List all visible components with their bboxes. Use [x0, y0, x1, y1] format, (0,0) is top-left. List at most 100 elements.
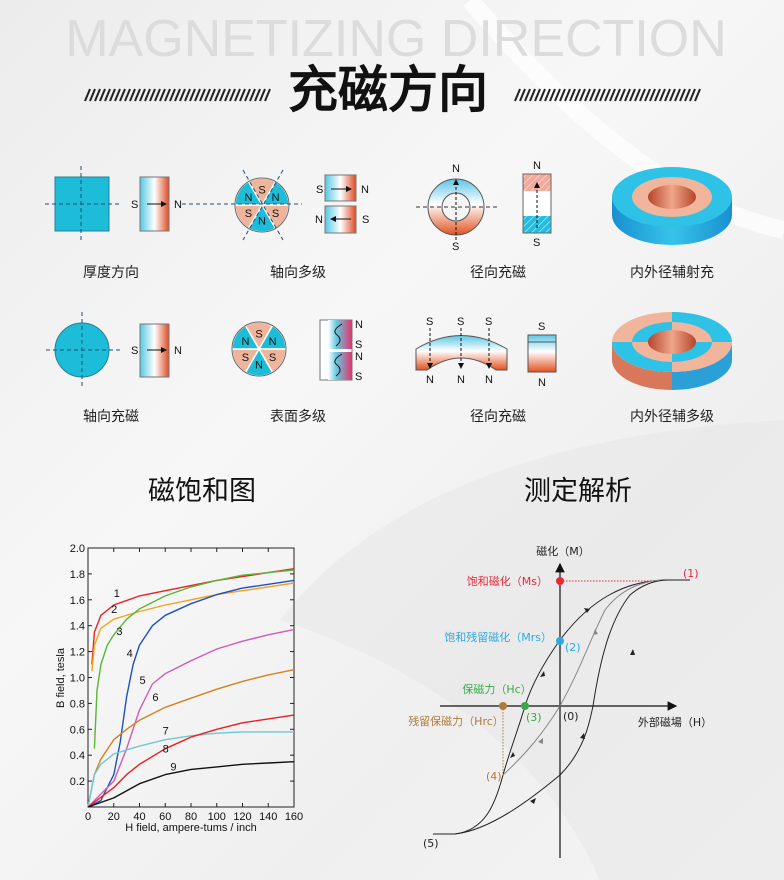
y-tick-label: 2.0 — [70, 543, 85, 555]
pole-label: S — [538, 321, 545, 333]
pole-label: N — [269, 336, 277, 348]
hc-label: 保磁力（Hc） — [462, 682, 531, 696]
pole-label: N — [272, 192, 280, 204]
bg-swoosh — [463, 0, 784, 239]
pole-label: S — [485, 316, 492, 328]
pole-label: N — [426, 374, 434, 386]
watermark-text: MAGNETIZING DIRECTION — [65, 10, 727, 68]
bg-shape — [280, 420, 784, 880]
recoil-branch — [502, 579, 661, 776]
h-axis-label: 外部磁場（H） — [638, 715, 712, 729]
icon-axial-disc: S N — [46, 312, 182, 388]
pole-label: N — [485, 374, 493, 386]
pole-label: N — [241, 336, 249, 348]
type-label: 表面多级 — [270, 408, 326, 425]
ms-label: 饱和磁化（Ms） — [467, 574, 548, 588]
x-tick-label: 100 — [208, 811, 226, 823]
x-tick-label: 80 — [185, 811, 197, 823]
series-line-1 — [91, 568, 295, 665]
pole-label: S — [316, 184, 323, 196]
x-tick-label: 140 — [259, 811, 277, 823]
pole-label: N — [355, 319, 363, 331]
pole-label: S — [258, 184, 265, 196]
pole-label: S — [362, 214, 369, 226]
pole-label: N — [355, 351, 363, 363]
mrs-point — [556, 637, 564, 645]
pole-label: N — [255, 360, 263, 372]
series-label-8: 8 — [163, 744, 169, 756]
icon-arc-radial: S S S N N N S N — [415, 316, 557, 389]
x-tick-label: 120 — [233, 811, 251, 823]
pole-label: N — [315, 214, 323, 226]
hrc-point — [499, 702, 507, 710]
pole-label: N — [361, 184, 369, 196]
series-line-8 — [87, 714, 295, 808]
point-label-4: (4) — [486, 770, 502, 783]
series-label-4: 4 — [127, 648, 133, 660]
x-tick-label: 0 — [85, 811, 91, 823]
arrow-icon — [584, 608, 590, 613]
pole-label: N — [457, 374, 465, 386]
series-label-3: 3 — [116, 626, 122, 638]
series-line-3 — [93, 569, 295, 749]
type-label: 轴向多级 — [270, 264, 326, 281]
point-label-1: (1) — [683, 567, 699, 580]
point-label-2: (2) — [565, 641, 581, 654]
series-line-4 — [87, 579, 295, 808]
pole-label: S — [255, 328, 262, 340]
type-label: 径向充磁 — [470, 265, 526, 281]
pole-label: S — [245, 208, 252, 220]
header: MAGNETIZING DIRECTION 充磁方向 — [65, 10, 727, 119]
icon-thickness-direction: S N — [45, 166, 182, 242]
x-tick-label: 40 — [133, 811, 145, 823]
hatch-decoration-right — [514, 88, 701, 102]
series-line-2 — [91, 582, 295, 672]
y-tick-label: 1.6 — [70, 595, 85, 607]
icon-ring-multipole-3d — [612, 312, 732, 390]
icon-radial-ring: N S N S — [416, 160, 552, 253]
mrs-label: 饱和残留磁化（Mrs） — [444, 630, 552, 644]
x-tick-label: 60 — [159, 811, 171, 823]
pole-label: S — [355, 371, 362, 383]
pole-label: S — [131, 345, 138, 357]
hc-point — [521, 702, 529, 710]
y-tick-label: 1.2 — [70, 647, 85, 659]
point-label-0: (0) — [563, 710, 579, 723]
series-line-9 — [87, 761, 295, 808]
pole-label: S — [269, 352, 276, 364]
bh-saturation-chart: 0 20 40 60 80 100 120 140 160 0.2 0.4 0.6 0.8 1.0 1.2 1… — [55, 543, 303, 834]
series-label-6: 6 — [152, 692, 158, 704]
pole-label: S — [452, 241, 459, 253]
series-label-7: 7 — [163, 725, 169, 737]
section-title-analysis: 测定解析 — [524, 476, 632, 507]
point-label-3: (3) — [526, 711, 542, 724]
pole-label: N — [174, 345, 182, 357]
y-tick-label: 0.6 — [70, 724, 85, 736]
x-tick-label: 160 — [285, 811, 303, 823]
arrow-icon — [580, 733, 585, 739]
y-axis-label: B field, tesla — [55, 647, 67, 708]
series-line-6 — [87, 669, 295, 808]
arrow-icon — [530, 798, 536, 804]
arrow-icon — [510, 752, 515, 758]
icon-ring-radial-3d — [612, 167, 732, 245]
series-label-9: 9 — [170, 762, 176, 774]
arrow-icon — [593, 629, 598, 635]
x-axis-label: H field, ampere-tums / inch — [125, 822, 256, 834]
series-label-1: 1 — [114, 588, 120, 600]
pole-label: S — [457, 316, 464, 328]
pole-label: S — [533, 237, 540, 249]
lower-branch — [433, 579, 669, 835]
type-label: 厚度方向 — [83, 265, 139, 281]
y-tick-label: 0.2 — [70, 776, 85, 788]
hrc-label: 残留保磁力（Hrc） — [408, 714, 504, 728]
point-label-5: (5) — [423, 837, 439, 850]
series-line-7 — [87, 731, 294, 808]
pole-label: N — [533, 160, 541, 172]
pole-label: S — [131, 199, 138, 211]
section-title-saturation: 磁饱和图 — [148, 476, 256, 507]
series-label-2: 2 — [111, 604, 117, 616]
